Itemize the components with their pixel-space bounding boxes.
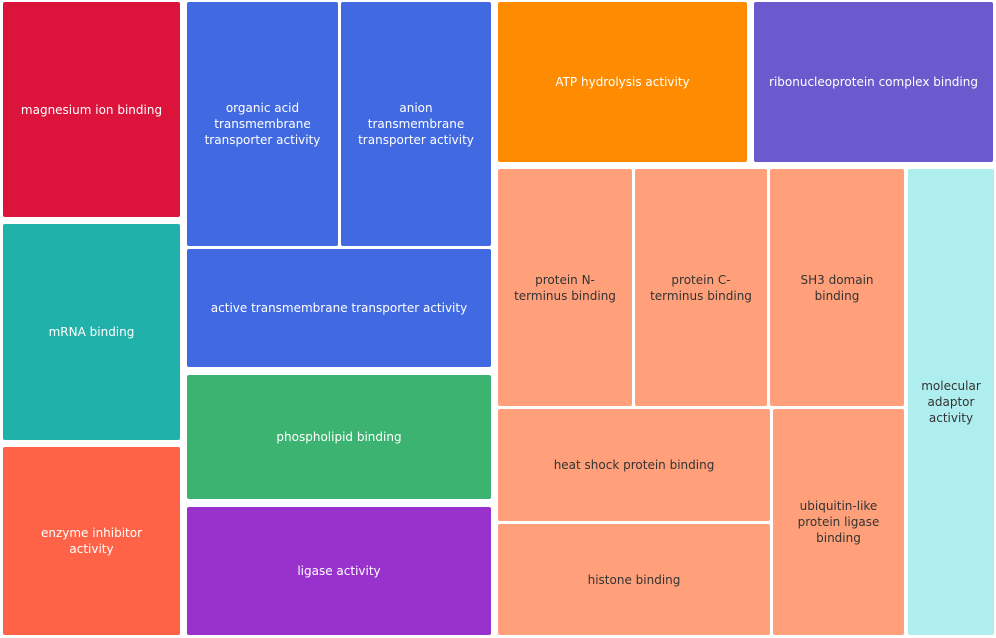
tile-label: protein C-terminus binding bbox=[650, 272, 752, 303]
tile: magnesium ion binding bbox=[3, 2, 180, 217]
tile-label: ATP hydrolysis activity bbox=[555, 75, 690, 89]
tile: SH3 domain binding bbox=[770, 169, 904, 406]
tile: heat shock protein binding bbox=[498, 409, 770, 521]
tile-label: histone binding bbox=[587, 572, 681, 587]
tile-label: active transmembrane transporter activit… bbox=[210, 301, 468, 315]
tile-label: SH3 domain binding bbox=[800, 272, 874, 303]
tile: ribonucleoprotein complex binding bbox=[754, 2, 993, 162]
tile-label: phospholipid binding bbox=[276, 430, 402, 444]
tile: molecular adaptor activity bbox=[908, 169, 994, 635]
tile-label: ribonucleoprotein complex binding bbox=[769, 75, 978, 89]
tile: ATP hydrolysis activity bbox=[498, 2, 747, 162]
tile-label: magnesium ion binding bbox=[20, 102, 163, 117]
tile: protein N-terminus binding bbox=[498, 169, 632, 406]
tile: histone binding bbox=[498, 524, 770, 635]
tile: anion transmembrane transporter activity bbox=[341, 2, 491, 246]
tile: ligase activity bbox=[187, 507, 491, 635]
tile: active transmembrane transporter activit… bbox=[187, 249, 491, 367]
tile-label: enzyme inhibitor activity bbox=[40, 526, 143, 556]
tile: organic acid transmembrane transporter a… bbox=[187, 2, 338, 246]
tile: protein C-terminus binding bbox=[635, 169, 767, 406]
tile: mRNA binding bbox=[3, 224, 180, 440]
tile-label: protein N-terminus binding bbox=[514, 272, 616, 303]
tile: ubiquitin-like protein ligase binding bbox=[773, 409, 904, 635]
tile: enzyme inhibitor activity bbox=[3, 447, 180, 635]
tile-label: ubiquitin-like protein ligase binding bbox=[797, 499, 880, 545]
tile-label: molecular adaptor activity bbox=[921, 379, 981, 425]
tile-label: heat shock protein binding bbox=[553, 458, 715, 472]
tile-label: anion transmembrane transporter activity bbox=[358, 101, 474, 147]
tile: phospholipid binding bbox=[187, 375, 491, 499]
tile-label: mRNA binding bbox=[48, 325, 135, 339]
tile-label: ligase activity bbox=[297, 564, 381, 578]
tile-label: organic acid transmembrane transporter a… bbox=[204, 101, 321, 147]
